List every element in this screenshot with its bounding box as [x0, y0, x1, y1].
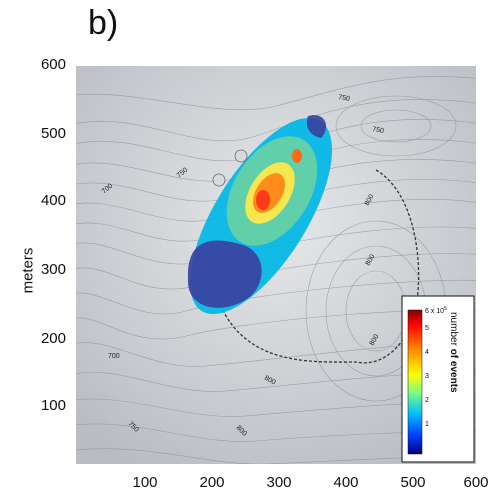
colorbar-tick: 1 — [425, 421, 429, 428]
colorbar-gradient — [407, 309, 423, 455]
event-density-plume — [187, 115, 333, 315]
y-tick-200: 200 — [40, 330, 66, 347]
colorbar-tick: 2 — [425, 397, 429, 404]
crater-rim-boundary — [222, 169, 420, 364]
x-tick-300: 300 — [266, 474, 292, 491]
panel-label: b) — [88, 4, 119, 42]
x-tick-400: 400 — [333, 474, 359, 491]
contour-label: 800 — [365, 253, 377, 267]
x-tick-100: 100 — [132, 474, 158, 491]
terrain-map: 750 750 700 750 800 800 800 700 800 750 … — [76, 66, 476, 464]
colorbar-tick: 5 — [425, 325, 429, 332]
y-tick-600: 600 — [40, 56, 66, 73]
x-tick-600: 600 — [463, 474, 489, 491]
contour-label: 750 — [338, 94, 351, 103]
colorbar-max-label: 6 x 105 — [425, 306, 447, 315]
colorbar-legend: 6 x 105 5 4 3 2 1 number of events — [401, 295, 475, 463]
crater-pits — [212, 149, 248, 187]
y-tick-400: 400 — [40, 192, 66, 209]
contour-label: 750 — [372, 126, 385, 135]
contour-label: 800 — [364, 193, 376, 207]
colorbar-tick: 3 — [425, 373, 429, 380]
y-tick-100: 100 — [40, 397, 66, 414]
y-tick-300: 300 — [40, 261, 66, 278]
colorbar-tick: 4 — [425, 349, 429, 356]
contour-label: 700 — [108, 353, 120, 360]
contour-label: 800 — [263, 375, 277, 387]
x-tick-200: 200 — [199, 474, 225, 491]
x-tick-500: 500 — [400, 474, 426, 491]
contour-label: 800 — [369, 333, 381, 347]
y-tick-500: 500 — [40, 125, 66, 142]
colorbar-title: number of events — [448, 312, 459, 393]
